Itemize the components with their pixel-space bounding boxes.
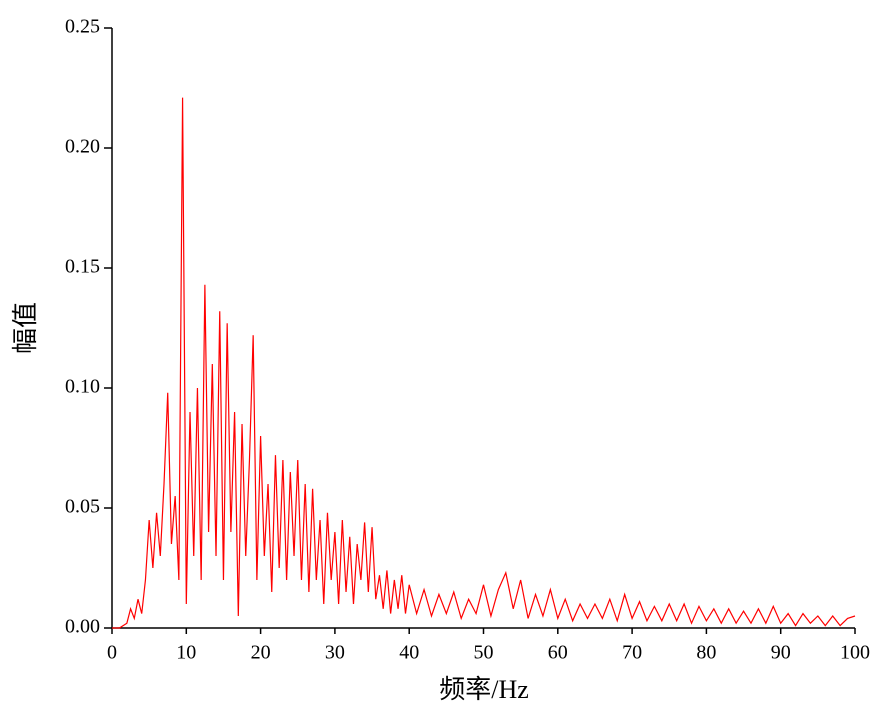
x-axis-title: 频率/Hz: [439, 675, 529, 704]
x-tick-label: 50: [474, 642, 494, 664]
y-tick-label: 0.10: [65, 376, 100, 398]
y-axis-title: 幅值: [11, 302, 40, 354]
x-tick-label: 20: [251, 642, 271, 664]
x-tick-label: 70: [622, 642, 642, 664]
x-tick-label: 40: [399, 642, 419, 664]
x-tick-label: 30: [325, 642, 345, 664]
y-tick-label: 0.20: [65, 136, 100, 158]
y-tick-label: 0.00: [65, 616, 100, 638]
y-tick-label: 0.05: [65, 496, 100, 518]
spectrum-line: [112, 97, 856, 629]
x-tick-label: 100: [840, 642, 870, 664]
x-tick-label: 0: [107, 642, 117, 664]
y-tick-label: 0.15: [65, 256, 100, 278]
x-tick-label: 10: [176, 642, 196, 664]
x-tick-label: 90: [771, 642, 791, 664]
x-tick-label: 80: [696, 642, 716, 664]
x-tick-label: 60: [548, 642, 568, 664]
y-tick-label: 0.25: [65, 16, 100, 38]
